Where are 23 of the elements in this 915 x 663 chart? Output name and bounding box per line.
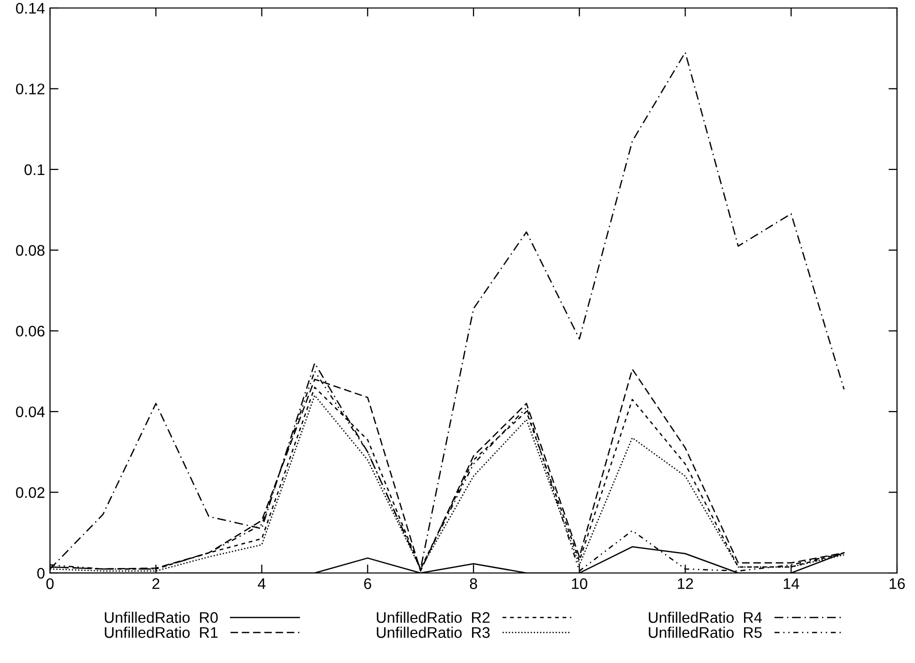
y-tick-label: 0.06 bbox=[16, 326, 44, 337]
y-tick-label: 0.12 bbox=[16, 84, 44, 94]
legend-label: UnfilledRatio R3 bbox=[376, 626, 490, 638]
y-tick-label: 0.02 bbox=[16, 487, 44, 498]
x-tick-label: 14 bbox=[784, 578, 800, 589]
x-tick-label: 12 bbox=[678, 578, 693, 589]
y-tick-label: 0.04 bbox=[16, 406, 45, 418]
x-tick-label: 16 bbox=[890, 578, 905, 590]
x-tick-label: 6 bbox=[364, 578, 372, 590]
x-tick-label: 8 bbox=[470, 578, 478, 590]
x-tick-label: 10 bbox=[572, 578, 588, 590]
legend-label: UnfilledRatio R0 bbox=[104, 612, 218, 623]
y-tick-label: 0.14 bbox=[16, 2, 45, 14]
legend-label: UnfilledRatio R4 bbox=[648, 612, 762, 623]
legend-label: UnfilledRatio R2 bbox=[376, 612, 490, 623]
y-tick-label: 0.1 bbox=[24, 164, 44, 176]
y-tick-label: 0 bbox=[37, 568, 45, 579]
x-tick-label: 4 bbox=[258, 578, 266, 589]
x-tick-label: 2 bbox=[152, 578, 160, 589]
y-tick-label: 0.08 bbox=[16, 245, 44, 256]
x-tick-label: 0 bbox=[46, 578, 54, 590]
legend-label: UnfilledRatio R1 bbox=[104, 626, 218, 638]
legend-label: UnfilledRatio R5 bbox=[648, 626, 762, 638]
